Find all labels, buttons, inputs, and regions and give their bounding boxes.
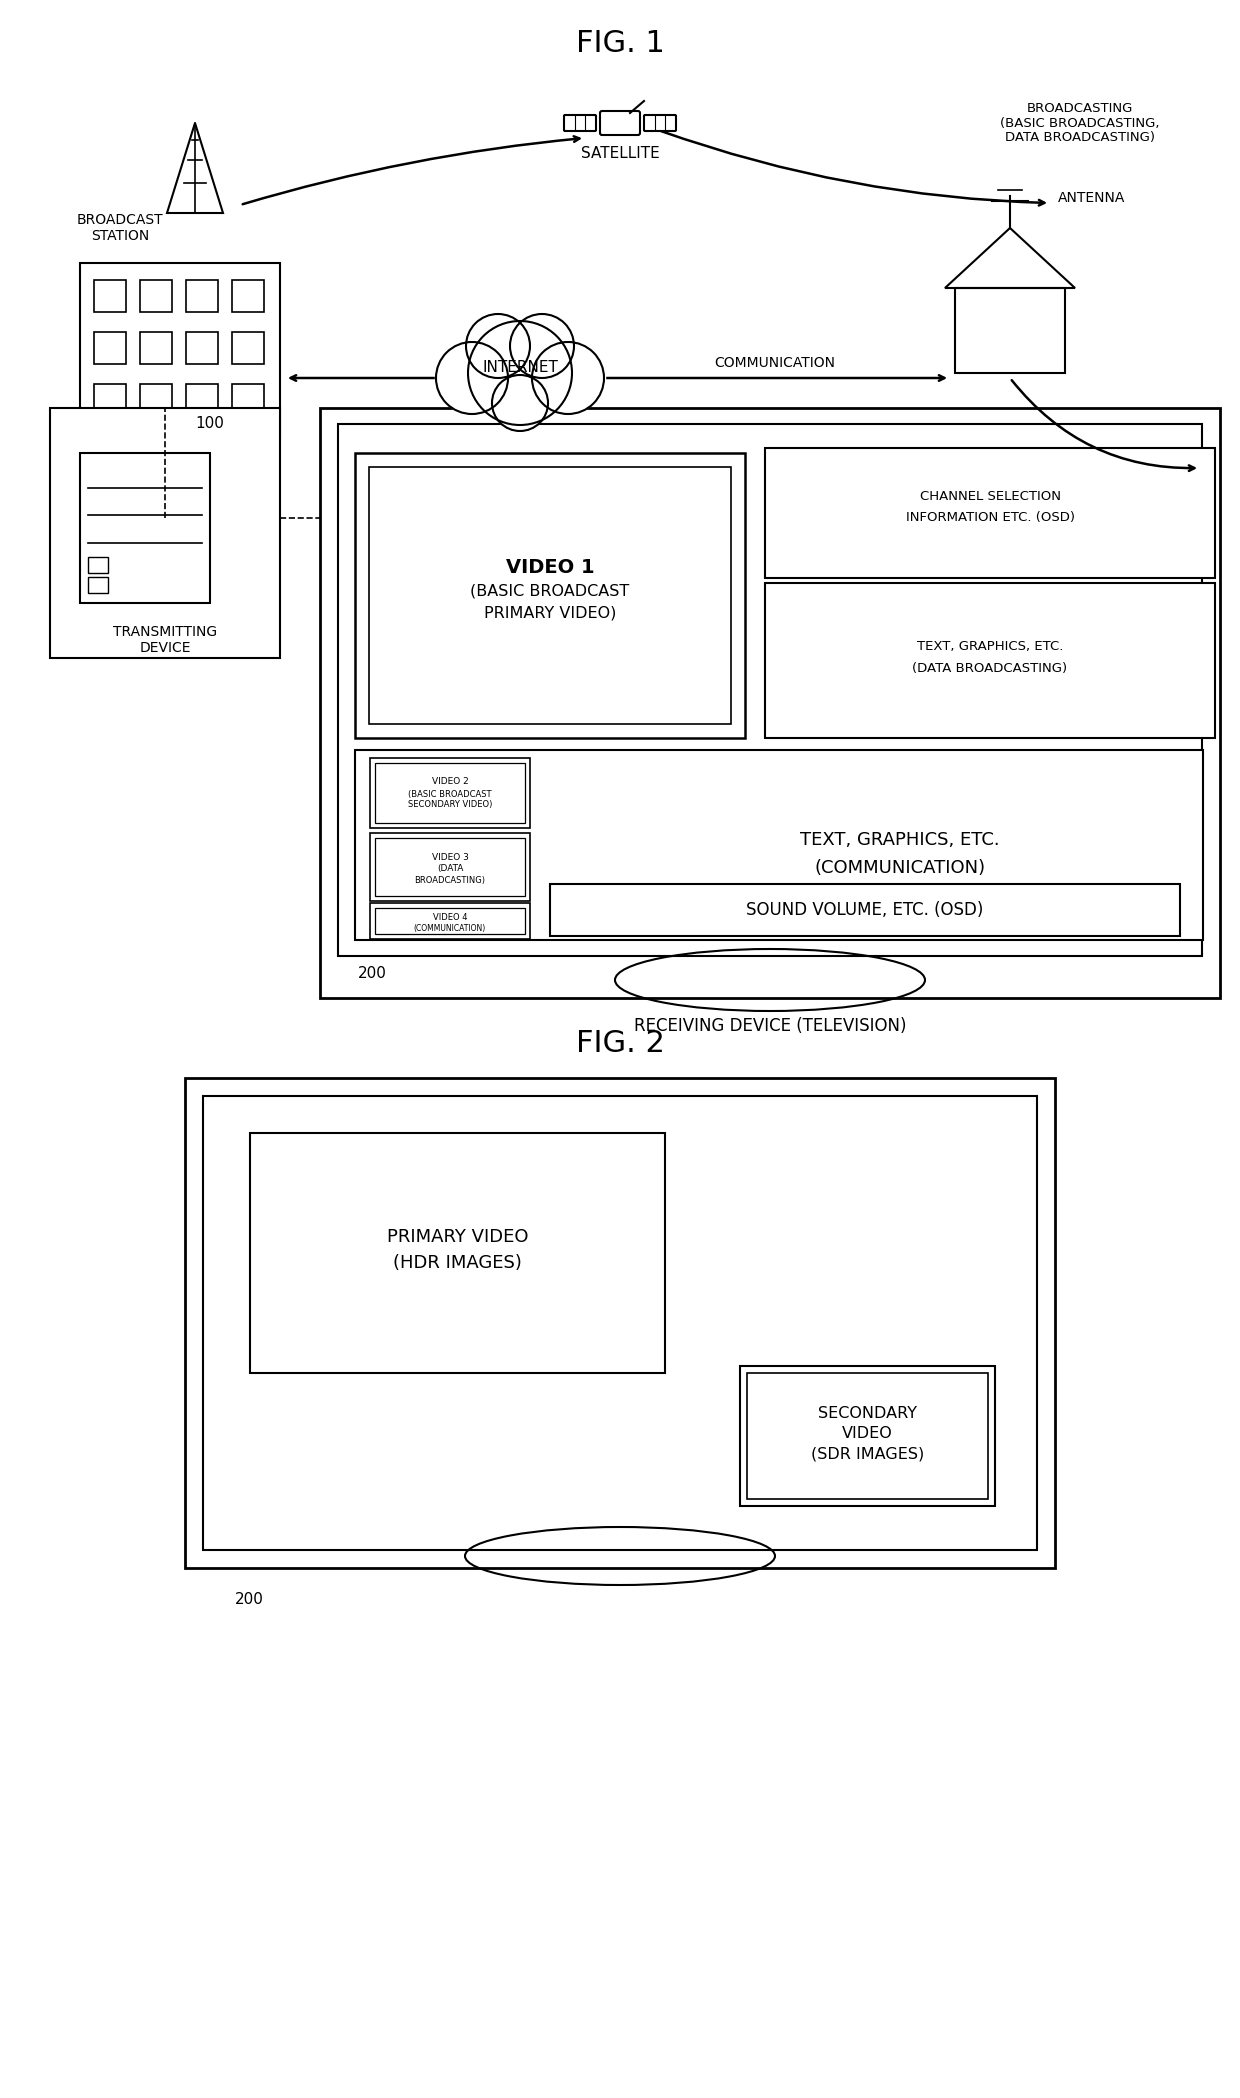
Bar: [94, 279, 126, 313]
Bar: [370, 833, 529, 900]
FancyBboxPatch shape: [644, 115, 676, 130]
Text: VIDEO 3: VIDEO 3: [432, 852, 469, 862]
Bar: [185, 1078, 1055, 1567]
Bar: [94, 384, 126, 415]
Text: (SDR IMAGES): (SDR IMAGES): [811, 1446, 924, 1462]
Bar: [355, 749, 1203, 940]
Text: TEXT, GRAPHICS, ETC.: TEXT, GRAPHICS, ETC.: [800, 831, 999, 850]
Bar: [994, 336, 1025, 373]
Text: 200: 200: [236, 1592, 264, 1607]
Bar: [232, 279, 264, 313]
Bar: [551, 883, 1180, 936]
Text: PRIMARY VIDEO: PRIMARY VIDEO: [387, 1227, 528, 1246]
Text: (COMMUNICATION): (COMMUNICATION): [414, 923, 486, 932]
Bar: [765, 583, 1215, 738]
Bar: [140, 331, 172, 363]
Text: SATELLITE: SATELLITE: [580, 145, 660, 162]
Bar: [435, 327, 605, 388]
Bar: [81, 453, 210, 602]
Text: (DATA: (DATA: [436, 864, 464, 873]
Text: VIDEO: VIDEO: [842, 1425, 893, 1441]
Bar: [88, 577, 108, 594]
Bar: [746, 1372, 988, 1498]
Bar: [740, 1366, 994, 1506]
Bar: [232, 331, 264, 363]
Text: ANTENNA: ANTENNA: [1058, 191, 1126, 206]
Bar: [355, 453, 745, 738]
Bar: [374, 837, 525, 896]
Text: SECONDARY: SECONDARY: [818, 1406, 918, 1422]
Text: CHANNEL SELECTION: CHANNEL SELECTION: [920, 491, 1060, 504]
Text: PRIMARY VIDEO): PRIMARY VIDEO): [484, 606, 616, 621]
Bar: [765, 449, 1215, 579]
Bar: [186, 279, 218, 313]
FancyBboxPatch shape: [600, 111, 640, 134]
Text: 200: 200: [358, 965, 387, 980]
Bar: [232, 384, 264, 415]
Bar: [370, 757, 529, 829]
Circle shape: [466, 315, 529, 378]
Bar: [94, 331, 126, 363]
Bar: [186, 331, 218, 363]
Circle shape: [467, 321, 572, 426]
Bar: [250, 1133, 665, 1372]
Text: SOUND VOLUME, ETC. (OSD): SOUND VOLUME, ETC. (OSD): [746, 900, 983, 919]
Bar: [374, 908, 525, 934]
Circle shape: [436, 342, 508, 413]
Text: INTERNET: INTERNET: [482, 361, 558, 376]
Bar: [1021, 319, 1055, 350]
Circle shape: [492, 376, 548, 430]
Text: 100: 100: [195, 415, 224, 430]
Text: (HDR IMAGES): (HDR IMAGES): [393, 1255, 522, 1271]
Text: VIDEO 1: VIDEO 1: [506, 558, 594, 577]
Bar: [955, 287, 1065, 373]
Bar: [965, 319, 999, 350]
Text: VIDEO 4: VIDEO 4: [433, 913, 467, 921]
Text: FIG. 1: FIG. 1: [575, 29, 665, 57]
Bar: [203, 1095, 1037, 1550]
Text: COMMUNICATION: COMMUNICATION: [714, 357, 836, 369]
Bar: [140, 279, 172, 313]
Text: BROADCASTING): BROADCASTING): [414, 875, 486, 885]
Text: FIG. 2: FIG. 2: [575, 1028, 665, 1057]
Text: (COMMUNICATION): (COMMUNICATION): [815, 858, 986, 877]
Bar: [320, 407, 1220, 999]
Bar: [370, 902, 529, 940]
Bar: [374, 764, 525, 822]
Text: SECONDARY VIDEO): SECONDARY VIDEO): [408, 801, 492, 810]
Text: RECEIVING DEVICE (TELEVISION): RECEIVING DEVICE (TELEVISION): [634, 1018, 906, 1034]
Bar: [50, 407, 280, 659]
FancyBboxPatch shape: [564, 115, 596, 130]
Text: VIDEO 2: VIDEO 2: [432, 776, 469, 785]
Circle shape: [510, 315, 574, 378]
Text: (BASIC BROADCAST: (BASIC BROADCAST: [470, 583, 630, 598]
Text: INFORMATION ETC. (OSD): INFORMATION ETC. (OSD): [905, 510, 1075, 524]
Text: BROADCAST
STATION: BROADCAST STATION: [77, 212, 164, 243]
Bar: [339, 424, 1202, 957]
Bar: [370, 468, 732, 724]
Text: TEXT, GRAPHICS, ETC.: TEXT, GRAPHICS, ETC.: [916, 640, 1063, 652]
Bar: [186, 384, 218, 415]
Bar: [81, 262, 280, 438]
Bar: [88, 556, 108, 573]
Bar: [140, 384, 172, 415]
Text: (BASIC BROADCAST: (BASIC BROADCAST: [408, 789, 492, 799]
Text: (DATA BROADCASTING): (DATA BROADCASTING): [913, 663, 1068, 676]
Text: TRANSMITTING
DEVICE: TRANSMITTING DEVICE: [113, 625, 217, 655]
Circle shape: [532, 342, 604, 413]
Text: BROADCASTING
(BASIC BROADCASTING,
DATA BROADCASTING): BROADCASTING (BASIC BROADCASTING, DATA B…: [1001, 101, 1159, 145]
